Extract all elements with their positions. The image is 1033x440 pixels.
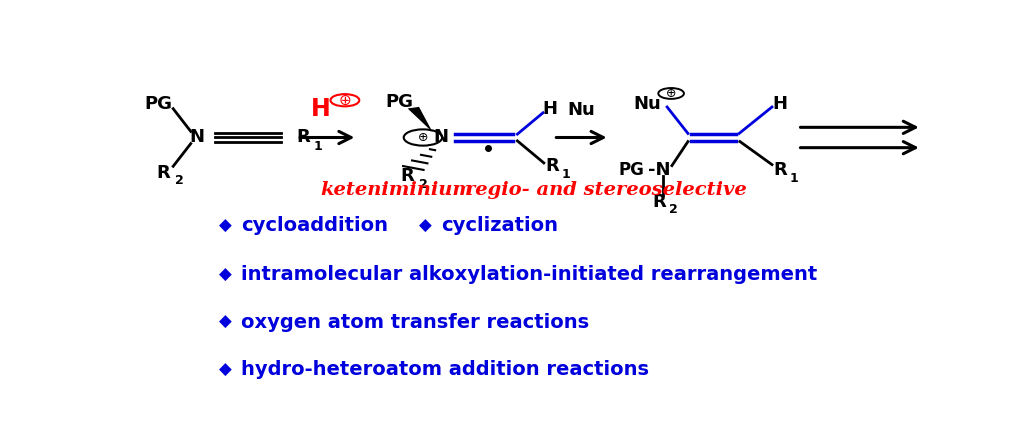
Text: oxygen atom transfer reactions: oxygen atom transfer reactions (242, 313, 590, 332)
Text: R: R (652, 193, 666, 211)
Text: N: N (190, 128, 205, 147)
Text: R: R (545, 157, 559, 175)
Polygon shape (408, 107, 433, 132)
Text: ◆: ◆ (219, 313, 231, 331)
Text: N: N (433, 128, 448, 147)
Text: Nu: Nu (633, 95, 661, 113)
Text: H: H (773, 95, 787, 113)
Text: -N: -N (648, 161, 670, 179)
Text: H: H (542, 100, 557, 118)
Text: PG: PG (619, 161, 645, 179)
Text: 2: 2 (176, 174, 184, 187)
Text: regio- and stereoselective: regio- and stereoselective (465, 181, 746, 199)
Text: cyclization: cyclization (441, 216, 559, 235)
Text: hydro-heteroatom addition reactions: hydro-heteroatom addition reactions (242, 360, 649, 379)
Text: ⊕: ⊕ (417, 131, 429, 144)
Text: ◆: ◆ (219, 216, 231, 235)
Text: 2: 2 (669, 203, 678, 216)
Text: ⊕: ⊕ (666, 87, 677, 100)
Text: ◆: ◆ (219, 266, 231, 284)
Text: 2: 2 (418, 178, 428, 191)
Text: ◆: ◆ (419, 216, 432, 235)
Text: PG: PG (385, 93, 413, 111)
Text: keteniminium: keteniminium (321, 181, 474, 199)
Text: R: R (773, 161, 787, 179)
Text: cycloaddition: cycloaddition (242, 216, 388, 235)
Text: ⊕: ⊕ (339, 93, 351, 108)
Text: ◆: ◆ (219, 360, 231, 378)
Text: H: H (311, 97, 331, 121)
Text: R: R (400, 168, 414, 186)
Text: R: R (296, 128, 311, 147)
Text: intramolecular alkoxylation-initiated rearrangement: intramolecular alkoxylation-initiated re… (242, 265, 817, 284)
Text: 1: 1 (562, 168, 570, 181)
Text: 1: 1 (790, 172, 799, 185)
Text: PG: PG (145, 95, 173, 113)
Text: R: R (157, 164, 170, 182)
Text: 1: 1 (314, 140, 322, 153)
Text: Nu: Nu (567, 101, 595, 119)
